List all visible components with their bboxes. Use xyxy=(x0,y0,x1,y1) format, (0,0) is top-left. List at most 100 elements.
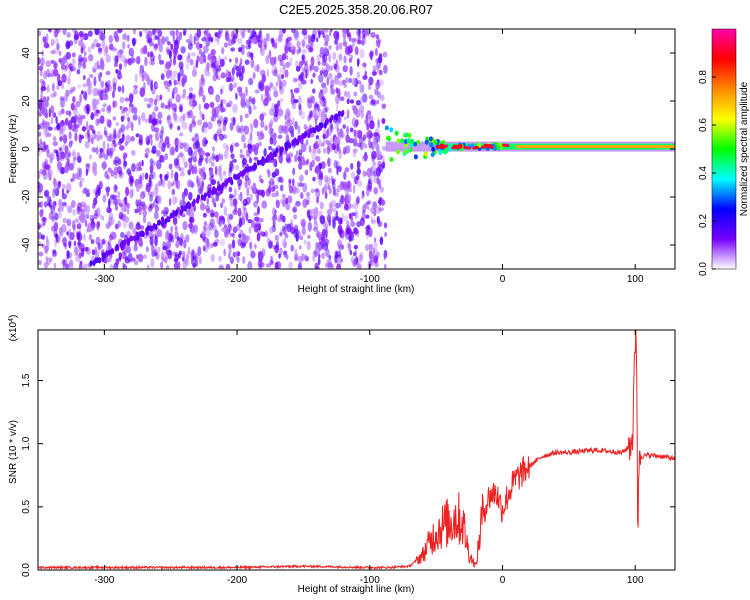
spectrogram-cell xyxy=(209,218,215,228)
spectrogram-cell xyxy=(260,179,264,184)
spectrogram-cell xyxy=(327,143,333,153)
spectrogram-cell xyxy=(133,84,139,89)
spectrogram-cell xyxy=(343,83,348,89)
spectrogram-cell xyxy=(266,154,270,161)
spectrogram-cell xyxy=(215,154,220,163)
snr-y-tick-label: 0.5 xyxy=(21,499,32,513)
spectrogram-cell xyxy=(214,60,220,70)
spectrogram-cell xyxy=(236,256,240,264)
spectrogram-cell xyxy=(288,261,293,269)
spectrogram-cell xyxy=(62,217,68,224)
spectrogram-cell xyxy=(217,127,223,134)
spectrogram-cell xyxy=(275,199,280,209)
spectrogram-cell xyxy=(235,33,239,38)
spectrogram-cell xyxy=(242,29,248,33)
spectrogram-cell xyxy=(239,124,244,135)
spectrogram-cell xyxy=(408,147,413,153)
spectrogram-cell xyxy=(199,110,203,118)
spectrogram-cell xyxy=(166,229,170,240)
snr-panel: -300 -200 -100 0 100 0.00.51.01.5 Height of … xyxy=(8,315,676,595)
spectrogram-cell xyxy=(128,92,134,99)
spectrogram-cell xyxy=(306,68,310,76)
spectrogram-cell xyxy=(220,107,226,113)
spectrogram-cell xyxy=(336,184,341,193)
spectrogram-cell xyxy=(117,130,121,139)
spectrogram-cell xyxy=(93,111,98,117)
spectrogram-cell xyxy=(289,57,293,66)
spectrogram-cell xyxy=(97,64,102,70)
spectrogram-cell xyxy=(138,161,142,169)
spectrogram-cell xyxy=(101,216,104,221)
spectrogram-cell xyxy=(214,229,219,239)
spectrogram-cell xyxy=(328,187,332,195)
spectrogram-cell xyxy=(369,50,373,61)
spectrogram-cell xyxy=(303,61,308,66)
spectrogram-cell xyxy=(292,117,295,127)
spectrogram-cell xyxy=(366,184,371,191)
spectrogram-cell xyxy=(223,170,226,176)
spectrogram-cell xyxy=(378,220,383,227)
spectrogram-cell xyxy=(312,227,319,232)
spectrogram-cell xyxy=(134,208,139,214)
spectrogram-cell xyxy=(249,165,253,172)
spectrogram-cell xyxy=(316,155,321,163)
spectrogram-cell xyxy=(72,96,76,103)
spectrogram-cell xyxy=(186,179,193,188)
spectrogram-cell xyxy=(293,99,299,104)
spectrogram-cell xyxy=(124,206,127,213)
spectrogram-cell xyxy=(309,110,313,118)
spectrogram-cell xyxy=(87,46,92,53)
spectrogram-cell xyxy=(383,222,388,229)
snr-x-tick-label: -300 xyxy=(94,575,114,586)
spectrogram-cell xyxy=(162,257,167,263)
spectrogram-cell xyxy=(209,101,215,108)
spectrogram-cell xyxy=(73,246,77,252)
spectrogram-cell xyxy=(182,221,188,231)
spectrogram-cell xyxy=(87,222,91,230)
spectrogram-cell xyxy=(356,58,360,67)
spectrogram-cell xyxy=(239,149,243,154)
spectrogram-cell xyxy=(154,131,160,142)
spectrogram-cell xyxy=(114,156,120,164)
spectrogram-cell xyxy=(294,256,298,261)
spectrogram-cell xyxy=(83,187,89,193)
spectrogram-cell xyxy=(332,187,336,196)
spectrogram-cell xyxy=(206,29,210,38)
spectrogram-cell xyxy=(69,232,75,241)
spectrogram-cell xyxy=(259,218,264,223)
spectrogram-cell xyxy=(361,194,364,199)
spectrogram-cell xyxy=(377,40,381,49)
spectrogram-cell xyxy=(298,103,302,110)
spectrogram-cell xyxy=(102,140,106,150)
spectrogram-cell xyxy=(119,145,125,151)
spectrogram-cell xyxy=(108,249,112,256)
spectrogram-cell xyxy=(214,239,220,244)
spectrogram-cell xyxy=(176,236,180,242)
spectrogram-x-tick-label: -300 xyxy=(94,274,114,285)
spectrogram-cell xyxy=(80,62,85,67)
spectrogram-cell xyxy=(242,204,246,211)
spectrogram-cell xyxy=(315,101,318,109)
spectrogram-cell xyxy=(168,163,173,170)
spectrogram-cell xyxy=(346,109,350,119)
spectrogram-cell xyxy=(300,156,305,166)
spectrogram-cell xyxy=(107,104,112,113)
spectrogram-cell xyxy=(256,232,261,242)
spectrogram-cell xyxy=(220,202,224,209)
spectrogram-cell xyxy=(239,170,243,177)
spectrogram-cell xyxy=(207,121,213,130)
spectrogram-cell xyxy=(128,47,135,57)
spectrogram-cell xyxy=(366,167,372,178)
spectrogram-cell xyxy=(293,214,297,220)
spectrogram-cell xyxy=(99,148,105,159)
spectrogram-cell xyxy=(40,80,44,87)
spectrogram-cell xyxy=(343,203,349,211)
spectrogram-cell xyxy=(183,161,188,169)
spectrogram-cell xyxy=(191,225,195,235)
spectrogram-cell xyxy=(272,219,276,228)
spectrogram-x-label: Height of straight line (km) xyxy=(298,284,415,295)
spectrogram-cell xyxy=(211,58,215,64)
spectrogram-cell xyxy=(172,70,178,77)
spectrogram-cell xyxy=(152,29,155,36)
spectrogram-cell xyxy=(40,223,44,228)
